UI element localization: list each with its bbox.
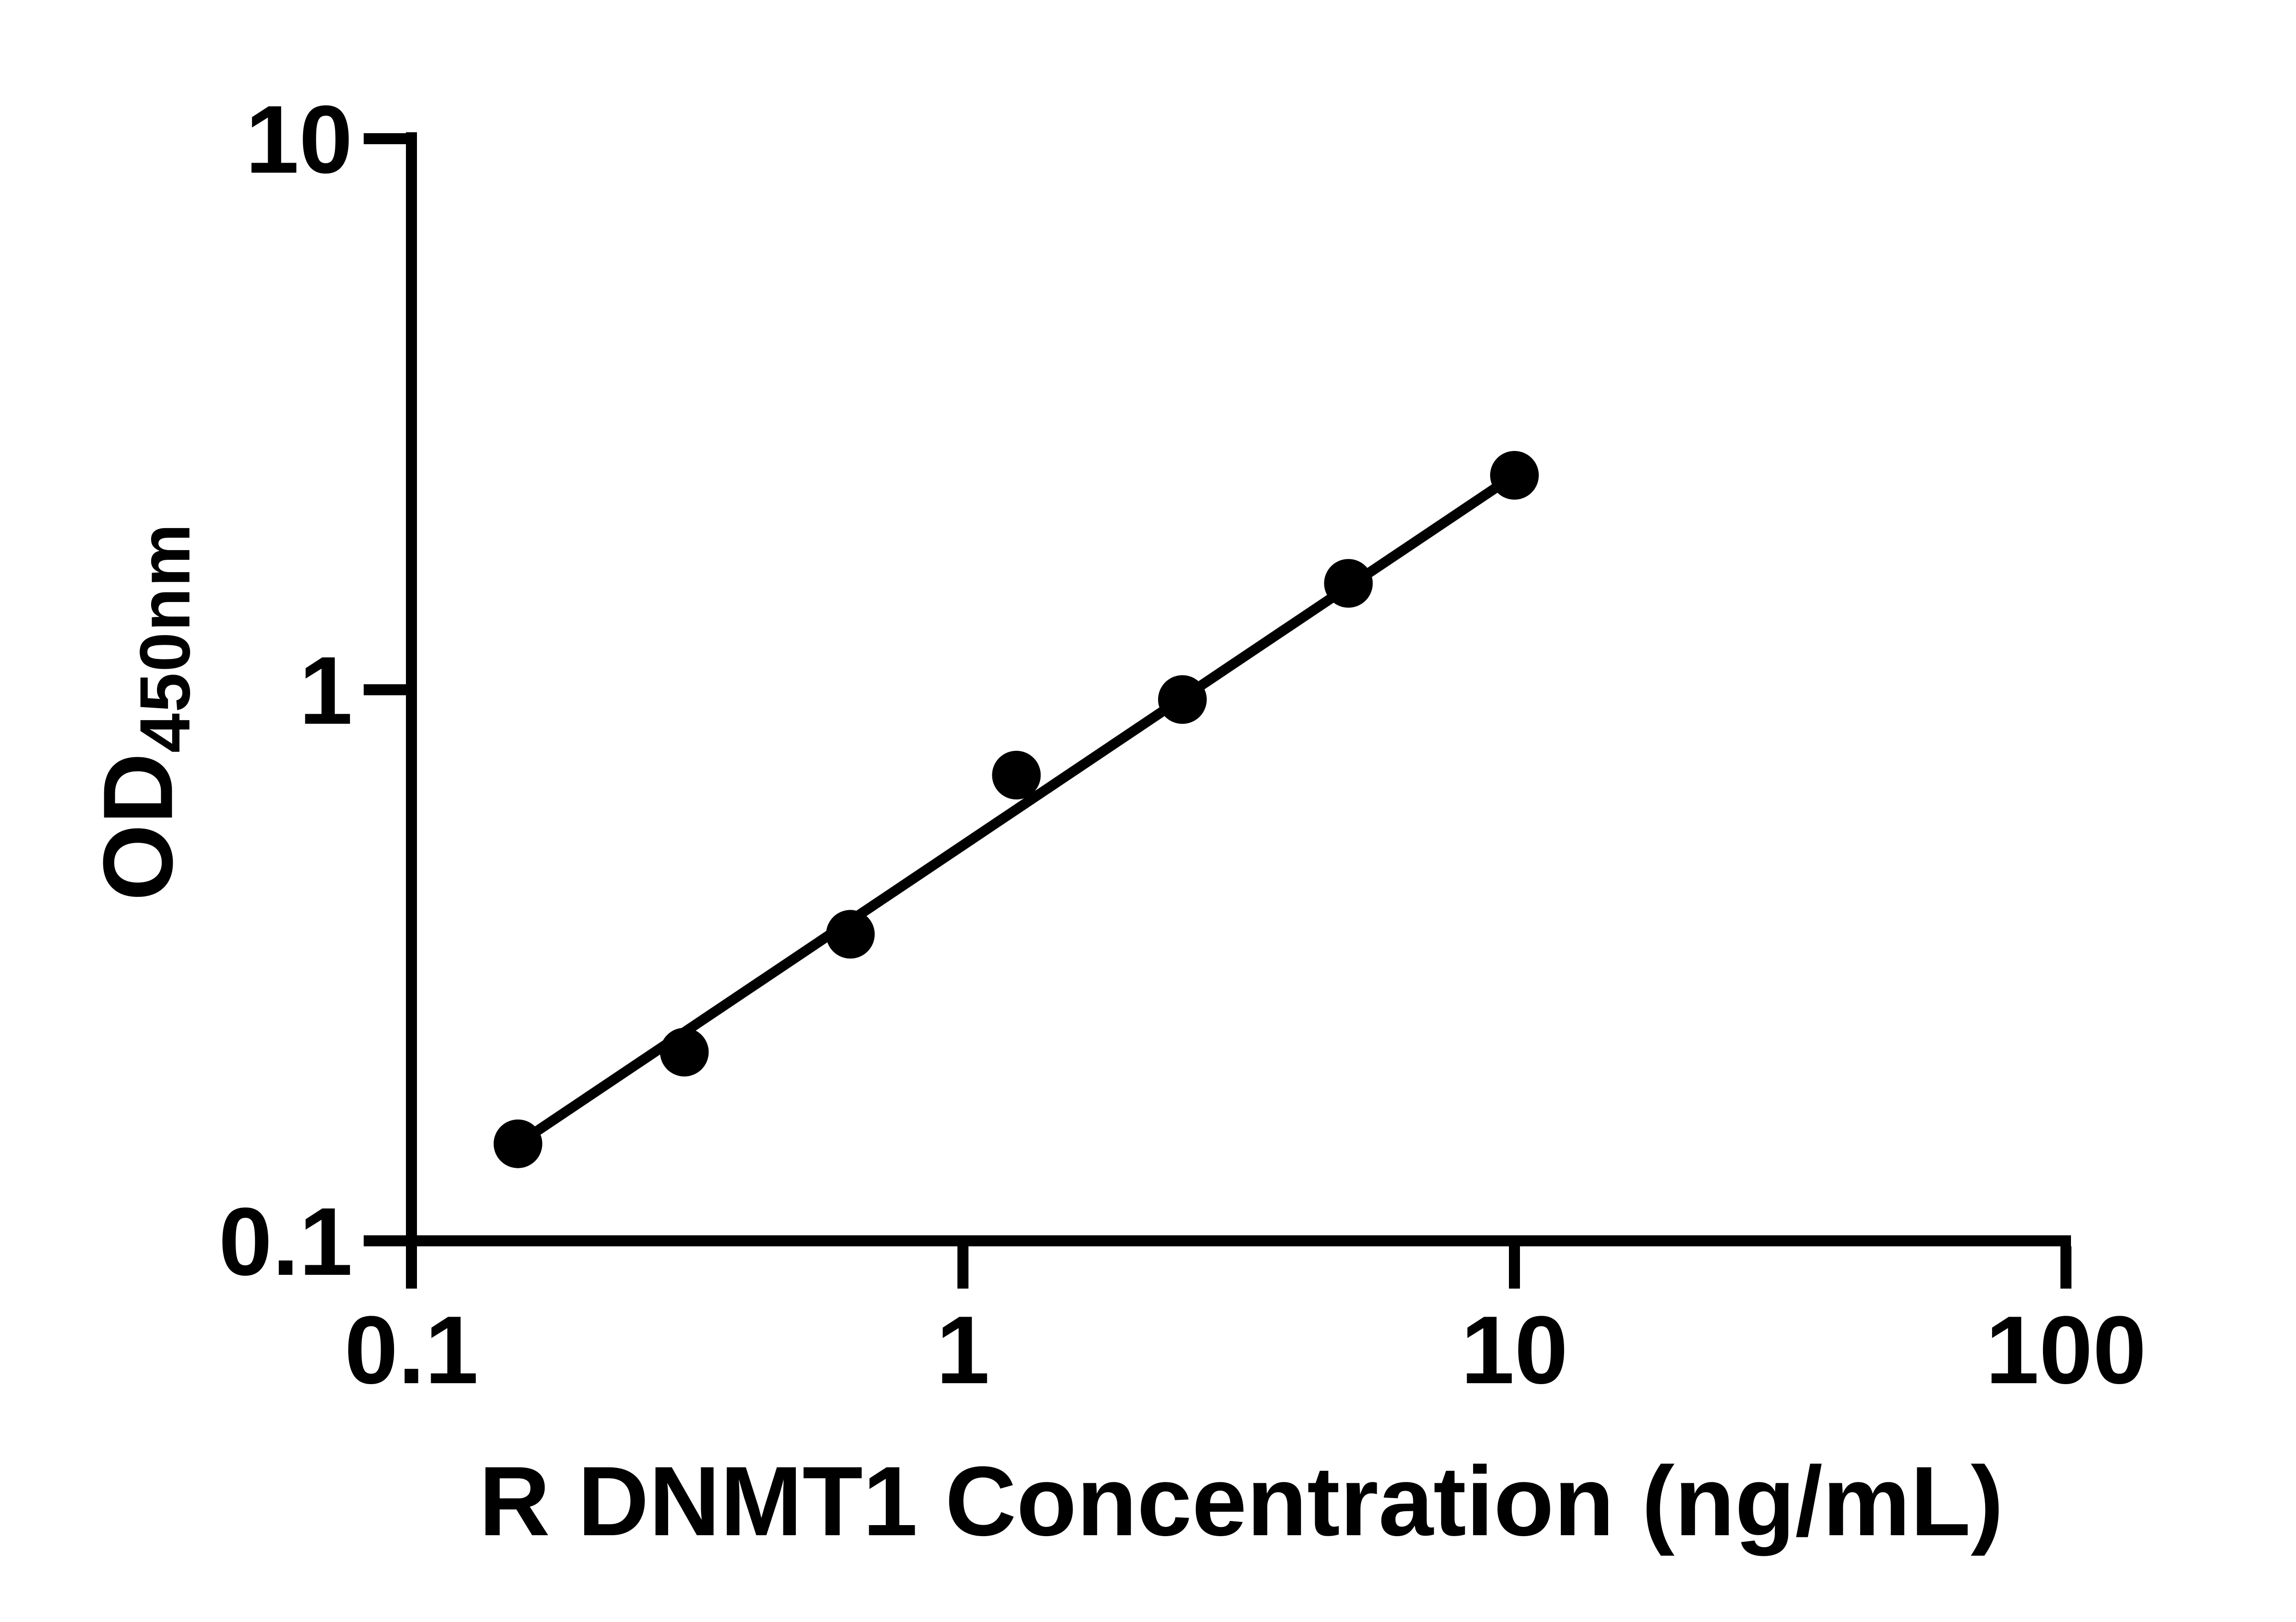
data-point [1324,559,1373,608]
data-point [992,750,1041,800]
data-series [493,451,1539,1168]
y-tick-label: 1 [299,636,353,744]
x-tick-label: 10 [1461,1296,1568,1404]
data-point [1490,451,1539,500]
x-tick [406,1246,417,1289]
data-point [493,1119,542,1168]
x-tick-label: 1 [936,1296,990,1404]
x-tick [1509,1246,1520,1289]
x-tick [2060,1246,2071,1289]
x-tick-label: 0.1 [344,1296,478,1404]
y-tick [364,1235,406,1246]
data-point [660,1028,709,1077]
y-tick-label: 0.1 [219,1188,353,1295]
axis-tick-labels: 0.1 1 10 100 0.1 1 10 [219,85,2146,1404]
y-axis-spine [406,132,417,1246]
y-tick [364,133,406,144]
data-point [1158,675,1207,724]
y-axis-title: OD450nm [83,523,205,901]
y-tick [364,684,406,695]
data-point [826,910,875,959]
x-tick [957,1246,968,1289]
x-tick-label: 100 [1986,1296,2146,1404]
y-tick-label: 10 [245,85,353,193]
axis-ticks [364,133,2071,1289]
y-axis-title-subscript: 450nm [125,523,205,753]
x-axis-spine [406,1235,2071,1246]
x-axis-title: R DNMT1 Concentration (ng/mL) [478,1446,2004,1556]
y-axis-title-main: OD [82,753,193,901]
